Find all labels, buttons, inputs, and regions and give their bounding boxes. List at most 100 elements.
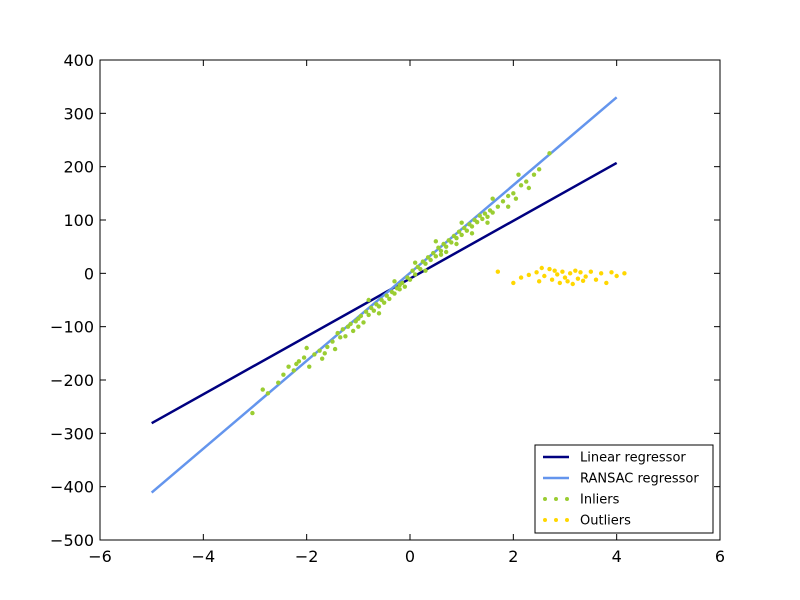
inliers-point — [490, 196, 495, 201]
outliers-point — [526, 272, 532, 278]
outliers-point — [534, 270, 539, 275]
outliers-point — [580, 278, 586, 283]
inliers-point — [454, 235, 459, 241]
inliers-point — [276, 380, 281, 385]
inliers-point — [485, 214, 490, 219]
inliers-point — [392, 291, 397, 296]
legend-inliers-swatch-dot — [554, 497, 558, 501]
outliers-point — [598, 271, 604, 276]
outliers-point — [562, 275, 568, 280]
outliers-point — [578, 270, 583, 275]
inliers-point — [469, 231, 475, 236]
inliers-point — [397, 287, 402, 292]
inliers-point — [536, 167, 542, 172]
inliers-point — [490, 210, 495, 215]
legend-inliers-label: Inliers — [580, 493, 620, 508]
outliers-point — [557, 280, 563, 286]
y-tick-label: −500 — [50, 531, 94, 550]
legend-box — [534, 444, 714, 534]
points-layer — [250, 151, 627, 416]
inliers-point — [363, 309, 369, 314]
inliers-point — [361, 320, 366, 325]
inliers-point — [400, 280, 405, 286]
inliers-point — [482, 211, 488, 216]
y-tick-label: 200 — [63, 158, 94, 177]
inliers-point — [511, 191, 516, 196]
outliers-point — [583, 274, 588, 279]
inliers-point — [431, 250, 436, 256]
x-tick-label: 2 — [508, 547, 518, 566]
inliers-point — [265, 391, 271, 396]
inliers-point — [407, 277, 413, 282]
inliers-point — [392, 279, 397, 284]
x-tick-label: −2 — [295, 547, 319, 566]
inliers-point — [454, 241, 459, 247]
y-tick-label: 400 — [63, 51, 94, 70]
inliers-point — [423, 261, 428, 266]
inliers-point — [410, 268, 415, 273]
ticks-layer: −6 −4 −2 0 2 4 6 −500 −400 −300 −200 −100 0 100 200 300… — [50, 51, 725, 566]
outliers-point — [588, 269, 594, 274]
inliers-point — [332, 346, 338, 352]
inliers-point — [412, 260, 418, 265]
ransac-regressor-line — [150, 96, 618, 494]
inliers-point — [325, 344, 330, 350]
legend-outliers-swatch-dot — [554, 518, 558, 522]
inliers-point — [402, 284, 408, 289]
inliers-point — [340, 327, 346, 332]
inliers-point — [464, 228, 470, 233]
y-tick-label: 0 — [84, 264, 94, 283]
outliers-point — [609, 270, 614, 275]
legend-inliers-swatch-dot — [543, 497, 547, 501]
y-tick-label: −100 — [50, 318, 94, 337]
outliers-point — [573, 268, 578, 273]
inliers-point — [526, 185, 532, 191]
inliers-point — [371, 308, 377, 313]
outliers-point — [539, 265, 544, 271]
outliers-point — [570, 281, 575, 287]
inliers-point — [343, 334, 348, 339]
outliers-point — [622, 271, 627, 276]
inliers-point — [348, 321, 353, 327]
inliers-point — [338, 335, 343, 340]
inliers-point — [449, 240, 454, 245]
inliers-point — [423, 268, 428, 273]
inliers-point — [387, 296, 392, 302]
x-tick-label: 0 — [405, 547, 415, 566]
inliers-point — [335, 330, 340, 336]
x-tick-label: 6 — [715, 547, 725, 566]
outliers-point — [604, 280, 609, 286]
inliers-point — [433, 239, 439, 244]
y-tick-label: −300 — [50, 424, 94, 443]
inliers-point — [350, 328, 356, 334]
outliers-point — [552, 268, 557, 273]
y-tick-label: 300 — [63, 104, 94, 123]
inliers-point — [304, 345, 309, 351]
inliers-point — [500, 199, 506, 204]
inliers-point — [456, 229, 462, 234]
outliers-point — [536, 279, 542, 284]
legend-inliers-swatch-dot — [565, 497, 569, 501]
outliers-point — [547, 266, 552, 272]
linear-regressor-line — [151, 161, 618, 425]
outliers-point — [575, 276, 581, 281]
inliers-point — [319, 356, 325, 361]
inliers-point — [384, 293, 389, 298]
inliers-point — [436, 245, 441, 250]
outliers-point — [593, 277, 599, 282]
inliers-point — [469, 224, 475, 229]
inliers-point — [505, 193, 511, 199]
inliers-point — [312, 352, 317, 357]
inliers-point — [443, 249, 449, 255]
outliers-point — [518, 275, 524, 280]
inliers-point — [250, 410, 255, 416]
inliers-point — [485, 220, 490, 225]
inliers-point — [474, 219, 480, 225]
inliers-point — [516, 172, 521, 177]
outliers-point — [565, 279, 570, 284]
inliers-point — [531, 172, 537, 177]
inliers-point — [433, 254, 439, 259]
inliers-point — [477, 213, 482, 218]
lines-layer — [150, 96, 618, 494]
